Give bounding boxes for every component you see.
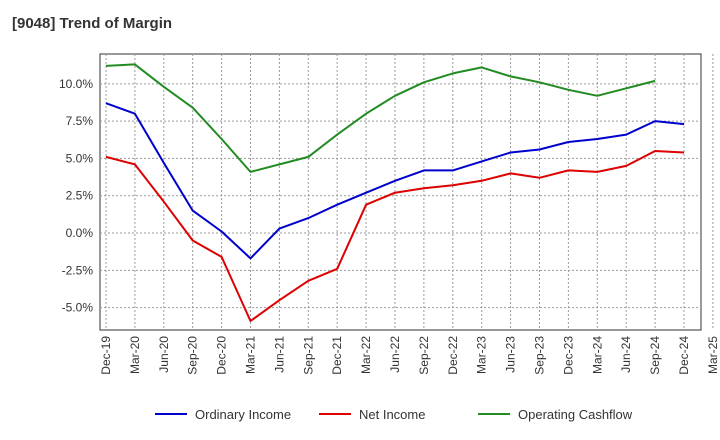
x-tick-label: Jun-24	[619, 336, 633, 373]
x-tick-label: Jun-20	[157, 336, 171, 373]
legend-label-operating-cashflow: Operating Cashflow	[518, 407, 633, 422]
x-tick-label: Dec-21	[330, 336, 344, 375]
x-tick-label: Sep-21	[301, 336, 315, 375]
y-tick-label: 7.5%	[66, 114, 94, 128]
x-tick-label: Mar-23	[475, 336, 489, 374]
grid-layer	[100, 54, 714, 330]
series-layer	[105, 63, 685, 322]
x-axis-ticks: Dec-19 Mar-20 Jun-20 Sep-20 Dec-20 Mar-21 Jun-…	[99, 336, 720, 375]
legend-label-ordinary-income: Ordinary Income	[195, 407, 291, 422]
x-tick-label: Sep-24	[648, 336, 662, 375]
legend-label-net-income: Net Income	[359, 407, 425, 422]
x-tick-label: Mar-25	[706, 336, 720, 374]
x-tick-label: Mar-20	[128, 336, 142, 374]
x-tick-label: Mar-22	[359, 336, 373, 374]
x-tick-label: Mar-24	[590, 336, 604, 374]
x-tick-label: Dec-24	[677, 336, 691, 375]
series-line-ordinary-income	[105, 102, 685, 260]
x-tick-label: Sep-22	[417, 336, 431, 375]
x-tick-label: Sep-20	[186, 336, 200, 375]
y-tick-label: 10.0%	[59, 77, 93, 91]
chart-title: [9048] Trend of Margin	[12, 15, 173, 32]
x-tick-label: Jun-22	[388, 336, 402, 373]
y-axis-ticks: 10.0% 7.5% 5.0% 2.5% 0.0% -2.5% -5.0%	[59, 77, 93, 315]
x-tick-label: Dec-22	[446, 336, 460, 375]
x-tick-label: Jun-21	[272, 336, 286, 373]
x-tick-label: Mar-21	[244, 336, 258, 374]
y-tick-label: -2.5%	[62, 263, 94, 277]
series-line-net-income	[105, 150, 685, 322]
y-tick-label: 5.0%	[66, 151, 94, 165]
x-tick-label: Jun-23	[504, 336, 518, 373]
x-tick-label: Sep-23	[533, 336, 547, 375]
x-tick-label: Dec-23	[561, 336, 575, 375]
legend: Ordinary Income Net Income Operating Cashf…	[155, 407, 633, 422]
y-tick-label: -5.0%	[62, 301, 94, 315]
y-tick-label: 2.5%	[66, 189, 94, 203]
series-line-operating-cashflow	[105, 63, 656, 173]
x-tick-label: Dec-20	[215, 336, 229, 375]
x-tick-label: Dec-19	[99, 336, 113, 375]
y-tick-label: 0.0%	[66, 226, 94, 240]
